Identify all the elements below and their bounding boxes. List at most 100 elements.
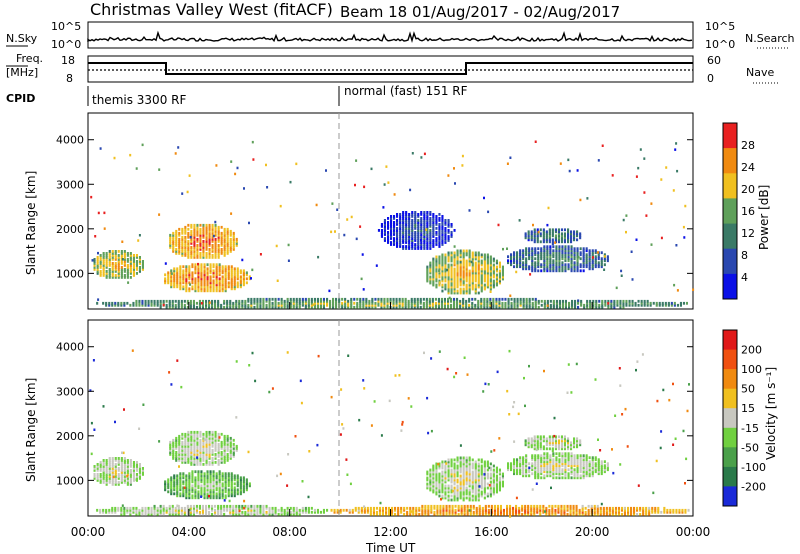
heatmap-cell — [393, 229, 396, 232]
heatmap-cell — [540, 472, 543, 476]
heatmap-cell — [129, 469, 132, 472]
heatmap-cell — [158, 213, 161, 216]
heatmap-cell — [346, 218, 349, 221]
heatmap-cell — [426, 215, 429, 218]
heatmap-cell — [167, 277, 170, 281]
heatmap-cell — [595, 301, 598, 305]
heatmap-cell — [546, 305, 549, 309]
heatmap-cell — [492, 474, 495, 478]
heatmap-cell — [573, 445, 576, 449]
heatmap-cell — [492, 299, 495, 303]
heatmap-cell — [108, 264, 111, 267]
heatmap-cell — [585, 249, 588, 253]
heatmap-cell — [480, 464, 483, 468]
heatmap-cell — [564, 245, 567, 249]
heatmap-cell — [200, 263, 203, 267]
heatmap-cell — [664, 303, 667, 307]
heatmap-cell — [462, 267, 465, 271]
heatmap-cell — [200, 490, 203, 494]
heatmap-cell — [214, 455, 217, 458]
heatmap-cell — [117, 256, 120, 259]
heatmap-cell — [168, 305, 171, 309]
heatmap-cell — [531, 261, 534, 265]
heatmap-cell — [230, 277, 233, 281]
heatmap-cell — [201, 504, 204, 508]
heatmap-cell — [530, 437, 533, 441]
heatmap-cell — [99, 465, 102, 468]
heatmap-cell — [522, 301, 525, 305]
heatmap-cell — [420, 245, 423, 248]
heatmap-cell — [138, 256, 141, 259]
heatmap-cell — [138, 467, 141, 470]
heatmap-cell — [489, 277, 492, 281]
heatmap-cell — [389, 299, 392, 303]
heatmap-cell — [242, 484, 245, 488]
heatmap-cell — [582, 468, 585, 472]
heatmap-cell — [685, 301, 688, 305]
heatmap-cell — [525, 247, 528, 251]
heatmap-cell — [477, 255, 480, 259]
heatmap-cell — [456, 249, 459, 253]
heatmap-cell — [450, 490, 453, 494]
heatmap-cell — [199, 449, 202, 452]
heatmap-cell — [531, 468, 534, 472]
heatmap-cell — [462, 305, 465, 309]
heatmap-cell — [144, 303, 147, 307]
heatmap-cell — [365, 299, 368, 303]
heatmap-cell — [489, 283, 492, 287]
heatmap-cell — [549, 462, 552, 466]
heatmap-cell — [573, 263, 576, 267]
heatmap-cell — [474, 460, 477, 464]
heatmap-cell — [443, 301, 446, 305]
heatmap-cell — [548, 441, 551, 445]
heatmap-cell — [114, 303, 117, 307]
heatmap-cell — [552, 462, 555, 466]
heatmap-cell — [218, 273, 221, 277]
heatmap-cell — [173, 484, 176, 488]
heatmap-cell — [141, 469, 144, 472]
heatmap-cell — [229, 248, 232, 251]
heatmap-cell — [555, 464, 558, 468]
heatmap-cell — [536, 238, 539, 242]
heatmap-cell — [380, 297, 383, 301]
heatmap-cell — [208, 447, 211, 450]
heatmap-cell — [497, 223, 500, 227]
heatmap-cell — [185, 482, 188, 486]
heatmap-cell — [199, 430, 202, 434]
heatmap-cell — [444, 496, 447, 500]
heatmap-cell — [209, 263, 212, 267]
heatmap-cell — [468, 476, 471, 480]
heatmap-cell — [350, 299, 353, 303]
heatmap-cell — [558, 263, 561, 267]
heatmap-cell — [498, 299, 501, 303]
heatmap-cell — [423, 247, 426, 250]
heatmap-cell — [218, 494, 221, 498]
heatmap-cell — [170, 486, 173, 490]
heatmap-cell — [138, 469, 141, 472]
heatmap-cell — [217, 438, 220, 442]
heatmap-cell — [147, 510, 150, 514]
heatmap-cell — [215, 484, 218, 488]
heatmap-cell — [444, 269, 447, 273]
heatmap-cell — [223, 436, 226, 440]
heatmap-cell — [190, 449, 193, 452]
heatmap-cell — [206, 490, 209, 494]
heatmap-cell — [292, 297, 295, 301]
heatmap-cell — [105, 477, 108, 480]
heatmap-cell — [325, 169, 327, 172]
heatmap-cell — [510, 255, 513, 259]
heatmap-cell — [564, 267, 567, 271]
heatmap-cell — [507, 468, 510, 472]
heatmap-cell — [190, 457, 193, 460]
heatmap-cell — [388, 508, 391, 512]
heatmap-cell — [441, 478, 444, 482]
heatmap-cell — [217, 248, 220, 251]
heatmap-cell — [396, 227, 399, 230]
heatmap-cell — [205, 231, 208, 235]
heatmap-cell — [498, 265, 501, 269]
heatmap-cell — [214, 457, 217, 460]
heatmap-cell — [184, 432, 187, 436]
heatmap-cell — [102, 469, 105, 472]
heatmap-cell — [435, 265, 438, 269]
heatmap-cell — [203, 289, 206, 293]
